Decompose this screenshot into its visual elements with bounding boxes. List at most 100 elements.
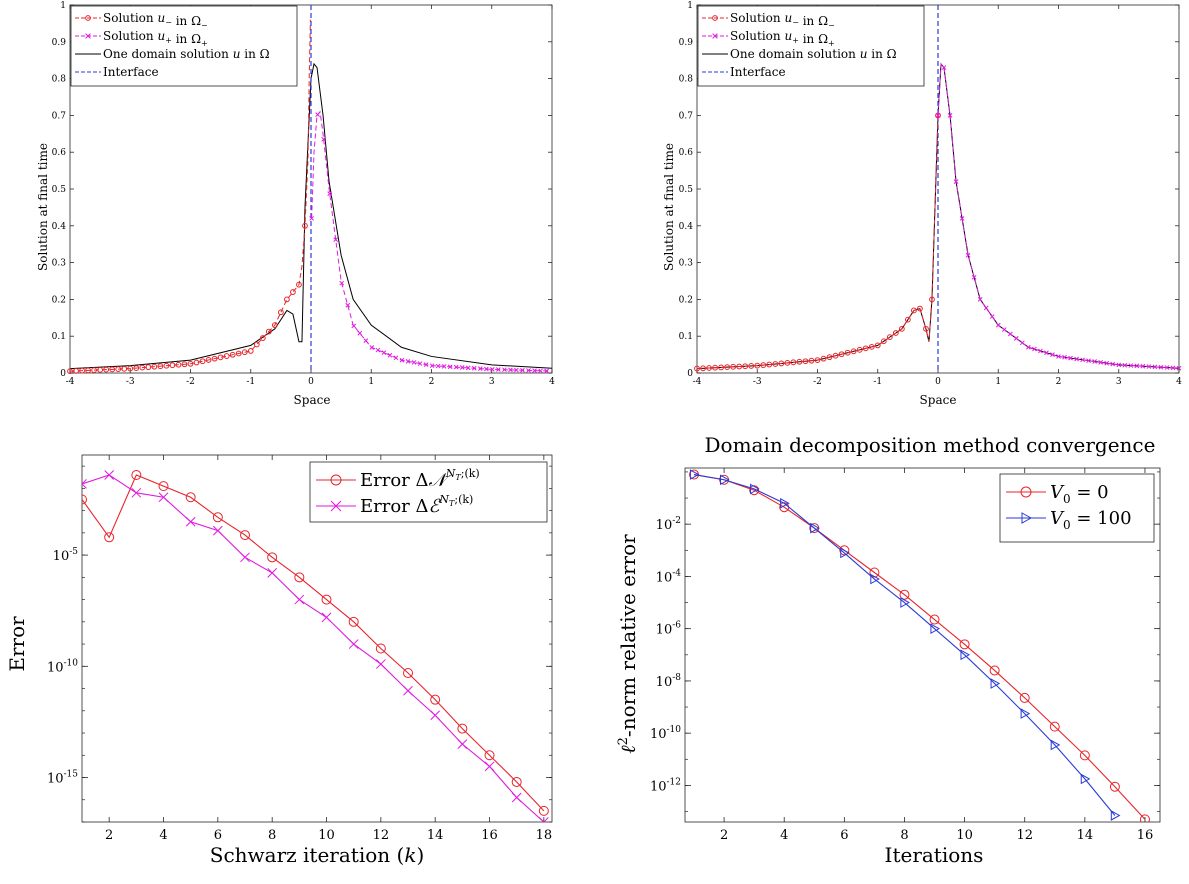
p1-ytick-label: 0.4 [52,222,67,232]
p2-left-marker [814,357,821,364]
p1-right-marker [526,368,531,373]
p3-xtick-label: 2 [105,828,113,843]
p2-xlabel: Space [920,393,957,407]
p2-right-marker [1164,365,1170,370]
p1-right-marker [381,350,387,356]
p1-xtick-label: -3 [126,377,135,387]
p2-left-marker [904,316,911,323]
p2-left-marker [784,359,791,366]
p2-legend-entry: One domain solution u in Ω [730,47,897,61]
p2-right-marker [1158,364,1164,370]
p1-ytick-label: 0.7 [52,111,67,121]
p3-series-0-point [267,552,278,563]
p3-ytick-label: 10-15 [47,770,78,787]
p4-series-0-point [929,614,940,625]
p2-right-marker [953,179,959,184]
p2-right-marker [1074,356,1079,362]
p2-right-marker [1068,355,1073,361]
p2-right-marker [1134,363,1140,369]
p2-left-marker [808,357,815,364]
p4-xlabel: Iterations [885,843,984,867]
p1-right-marker [309,216,314,221]
p1-xtick-label: 4 [549,377,555,387]
p3-series-0-point [375,643,386,654]
p3-series-1-point [430,710,441,721]
panel-schwarz-error: 10-5 10-10 10-15 2 4 6 8 10 12 14 16 18 Error Schwa… [5,454,553,867]
p1-legend-box [70,5,298,87]
p3-xtick-label: 14 [427,828,444,843]
p2-xtick-label: 3 [1116,377,1122,387]
p1-left-marker [157,363,164,370]
p4-ytick-label: 10-8 [656,673,682,690]
p2-right-marker [1044,350,1049,356]
p1-left-marker [79,367,85,374]
p1-legend-entry: Solution u− in Ω− [103,11,208,30]
p1-right-marker [489,366,495,372]
p2-legend-box [697,5,925,87]
p2-ytick-label: 0 [687,369,693,379]
p4-series-0-point [1049,721,1060,732]
p4-series-0-point [749,485,760,496]
p3-xtick-label: 18 [536,828,553,843]
p4-series-1-point [870,573,880,585]
p1-left-marker [296,281,302,288]
p1-right-marker [447,364,453,370]
p2-right-marker [1038,348,1043,354]
p2-left-marker [929,296,935,303]
p2-left-marker [754,362,761,369]
p1-left-marker [187,360,194,367]
p3-series-1-point [403,685,413,696]
p1-right-marker [520,367,525,373]
p1-right-marker [351,323,357,329]
p4-legend-marker [1020,486,1032,498]
p1-right-marker [496,367,501,372]
p2-left-marker [868,343,875,350]
p3-series-0-point [240,530,251,541]
p4-series-group [689,469,1150,822]
p3-series-1-point [158,492,169,503]
p2-left-marker [730,363,737,370]
p2-right-marker [1098,360,1104,365]
p1-right-marker [387,352,393,358]
p1-left-marker [271,322,278,329]
p2-legend-marker [712,33,718,39]
p2-ytick-label: 0.8 [679,75,694,85]
p2-right-marker [1104,360,1110,366]
p1-right-marker [459,365,465,370]
p4-ytick-label: 10-2 [656,516,681,533]
p2-right-marker [1176,365,1182,371]
p2-legend-entry: Solution u+ in Ω+ [730,29,835,48]
p1-left-marker [139,364,146,371]
p1-left-marker [205,357,212,363]
p3-series-1-point [511,792,522,803]
p4-series-0-point [1079,750,1090,761]
p2-left-marker [802,358,809,365]
p1-legend: Solution u− in Ω−Solution u+ in Ω+One do… [70,5,298,87]
p1-xtick-label: 1 [368,377,374,387]
p2-ytick-label: 0.3 [679,259,694,269]
p4-series-1-point [750,483,760,495]
p1-series-one-domain [69,62,553,370]
p4-xtick-label: 12 [1016,828,1033,843]
p1-ytick-label: 0.6 [52,148,67,158]
p1-right-marker [399,357,405,363]
p1-xtick-label: -1 [246,377,255,387]
p2-left-marker [886,334,893,341]
p2-right-marker [1080,357,1085,363]
p1-right-marker [483,366,489,372]
p4-ytick-label: 10-4 [656,568,682,585]
p3-ytick-label: 10-5 [53,547,79,564]
p3-series-1-point [267,568,278,578]
p2-right-marker [1110,361,1116,367]
p1-xtick-label: 3 [489,377,495,387]
p2-ytick-label: 0.5 [679,185,694,195]
panel-solution-nonconverged: -4 -3 -2 -1 0 1 2 3 4 0 0.1 0.2 0.3 0.4 0.5 0.6 0.7 0.8 0.… [36,1,555,407]
p1-ytick-label: 0.3 [52,259,67,269]
p2-series-left [696,115,939,370]
p2-left-marker [923,325,929,332]
p4-series-0-point [1139,814,1150,822]
p1-right-marker [417,361,423,366]
p2-xtick-label: -1 [873,377,882,387]
p1-ylabel: Solution at final time [36,143,50,271]
p1-left-marker [259,335,266,341]
